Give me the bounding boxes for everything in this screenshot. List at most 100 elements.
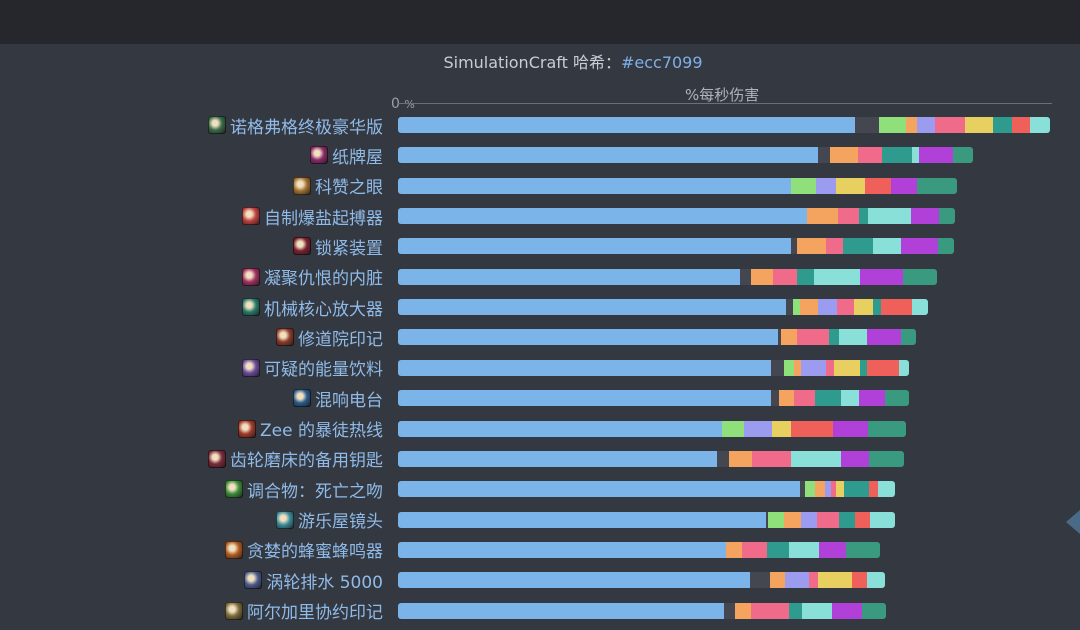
category-label[interactable]: 涡轮排水 5000 <box>244 565 383 595</box>
category-label[interactable]: 贪婪的蜂蜜蜂鸣器 <box>225 535 383 565</box>
stacked-bar[interactable] <box>398 420 906 437</box>
category-label[interactable]: 科赞之眼 <box>293 171 383 201</box>
scroll-right-arrow-icon[interactable] <box>1066 510 1080 534</box>
category-label-text: 阿尔加里协约印记 <box>247 603 383 624</box>
category-label[interactable]: 锁紧装置 <box>293 231 383 261</box>
commit-hash-link[interactable]: #ecc7099 <box>620 53 703 72</box>
stacked-bar[interactable] <box>398 177 957 194</box>
category-label[interactable]: 混响电台 <box>293 383 383 413</box>
bar-segment <box>398 329 778 346</box>
chart-row: 修道院印记 <box>0 322 1080 352</box>
stacked-bar[interactable] <box>398 147 973 164</box>
stacked-bar[interactable] <box>398 268 937 285</box>
category-label[interactable]: 齿轮磨床的备用钥匙 <box>208 444 383 474</box>
category-label[interactable]: 游乐屋镜头 <box>276 505 383 535</box>
bar-segment <box>860 359 867 376</box>
category-label[interactable]: 修道院印记 <box>276 322 383 352</box>
bar-segment <box>398 572 750 589</box>
chart-row: 锁紧装置 <box>0 231 1080 261</box>
bar-segment <box>839 511 855 528</box>
bar-segment <box>770 572 785 589</box>
stacked-bar[interactable] <box>398 481 895 498</box>
bar-segment <box>919 147 953 164</box>
bar-segment <box>800 481 805 498</box>
stacked-bar[interactable] <box>398 117 1050 133</box>
bar-segment <box>838 208 859 225</box>
stacked-bar[interactable] <box>398 602 886 619</box>
bar-segment <box>398 390 771 407</box>
bar-segment <box>786 299 793 316</box>
bar-segment <box>735 602 751 619</box>
bar-segment <box>801 359 826 376</box>
chart-row: 凝聚仇恨的内脏 <box>0 262 1080 292</box>
bar-segment <box>829 329 839 346</box>
bar-segment <box>873 238 901 255</box>
stacked-bar[interactable] <box>398 299 928 316</box>
category-label-text: 纸牌屋 <box>332 147 383 168</box>
stacked-bar[interactable] <box>398 329 916 346</box>
item-icon <box>293 176 311 195</box>
bar-segment <box>778 329 781 346</box>
bar-segment <box>729 450 752 467</box>
stacked-bar[interactable] <box>398 390 909 407</box>
stacked-bar[interactable] <box>398 238 954 255</box>
bar-segment <box>901 329 916 346</box>
bar-segment <box>844 481 869 498</box>
category-label-text: 可疑的能量饮料 <box>264 360 383 381</box>
x-axis-zero-label: 0 % <box>391 96 415 112</box>
chart-row: 混响电台 <box>0 383 1080 413</box>
stacked-bar[interactable] <box>398 208 955 225</box>
category-label[interactable]: 自制爆盐起搏器 <box>242 201 383 231</box>
bar-segment <box>831 481 836 498</box>
category-label[interactable]: 阿尔加里协约印记 <box>225 596 383 626</box>
bar-segment <box>767 541 789 558</box>
bar-segment <box>797 238 826 255</box>
bar-segment <box>781 329 797 346</box>
bar-segment <box>398 602 724 619</box>
category-label[interactable]: 诺格弗格终极豪华版 <box>208 110 383 140</box>
bar-segment <box>993 117 1012 133</box>
bar-segment <box>870 511 895 528</box>
bar-segment <box>846 541 880 558</box>
bar-segment <box>817 511 839 528</box>
bar-segment <box>398 177 791 194</box>
subtitle-text: SimulationCraft 哈希： <box>443 53 621 72</box>
stacked-bar[interactable] <box>398 359 909 376</box>
bar-segment <box>906 117 917 133</box>
category-label[interactable]: 调合物：死亡之吻 <box>225 474 383 504</box>
bar-segment <box>751 268 773 285</box>
bar-segment <box>752 450 791 467</box>
category-label[interactable]: 纸牌屋 <box>310 140 383 170</box>
category-label[interactable]: 凝聚仇恨的内脏 <box>242 262 383 292</box>
category-label-text: 调合物：死亡之吻 <box>247 481 383 502</box>
stacked-bar[interactable] <box>398 511 895 528</box>
bar-segment <box>398 117 855 133</box>
stacked-bar[interactable] <box>398 450 904 467</box>
x-axis-title: %每秒伤害 <box>685 86 760 104</box>
chart-row: 阿尔加里协约印记 <box>0 596 1080 626</box>
category-label-text: 涡轮排水 5000 <box>266 572 383 593</box>
item-icon <box>225 480 243 499</box>
bar-segment <box>858 147 882 164</box>
bar-segment <box>793 299 800 316</box>
bar-segment <box>841 450 869 467</box>
bar-segment <box>750 572 770 589</box>
item-icon <box>242 298 260 317</box>
bar-segment <box>938 238 954 255</box>
bar-segment <box>791 238 797 255</box>
item-icon <box>238 419 257 438</box>
category-label[interactable]: 机械核心放大器 <box>242 292 383 322</box>
bar-segment <box>911 208 939 225</box>
bar-segment <box>917 177 957 194</box>
bar-segment <box>873 299 881 316</box>
bar-segment <box>398 511 766 528</box>
item-icon <box>242 207 260 226</box>
item-icon <box>276 328 294 347</box>
bar-segment <box>807 208 838 225</box>
stacked-bar[interactable] <box>398 541 880 558</box>
category-label[interactable]: 可疑的能量饮料 <box>242 353 383 383</box>
stacked-bar[interactable] <box>398 572 885 589</box>
category-label[interactable]: Zee 的暴徒热线 <box>238 414 383 444</box>
bar-segment <box>825 481 831 498</box>
item-icon <box>208 449 226 468</box>
